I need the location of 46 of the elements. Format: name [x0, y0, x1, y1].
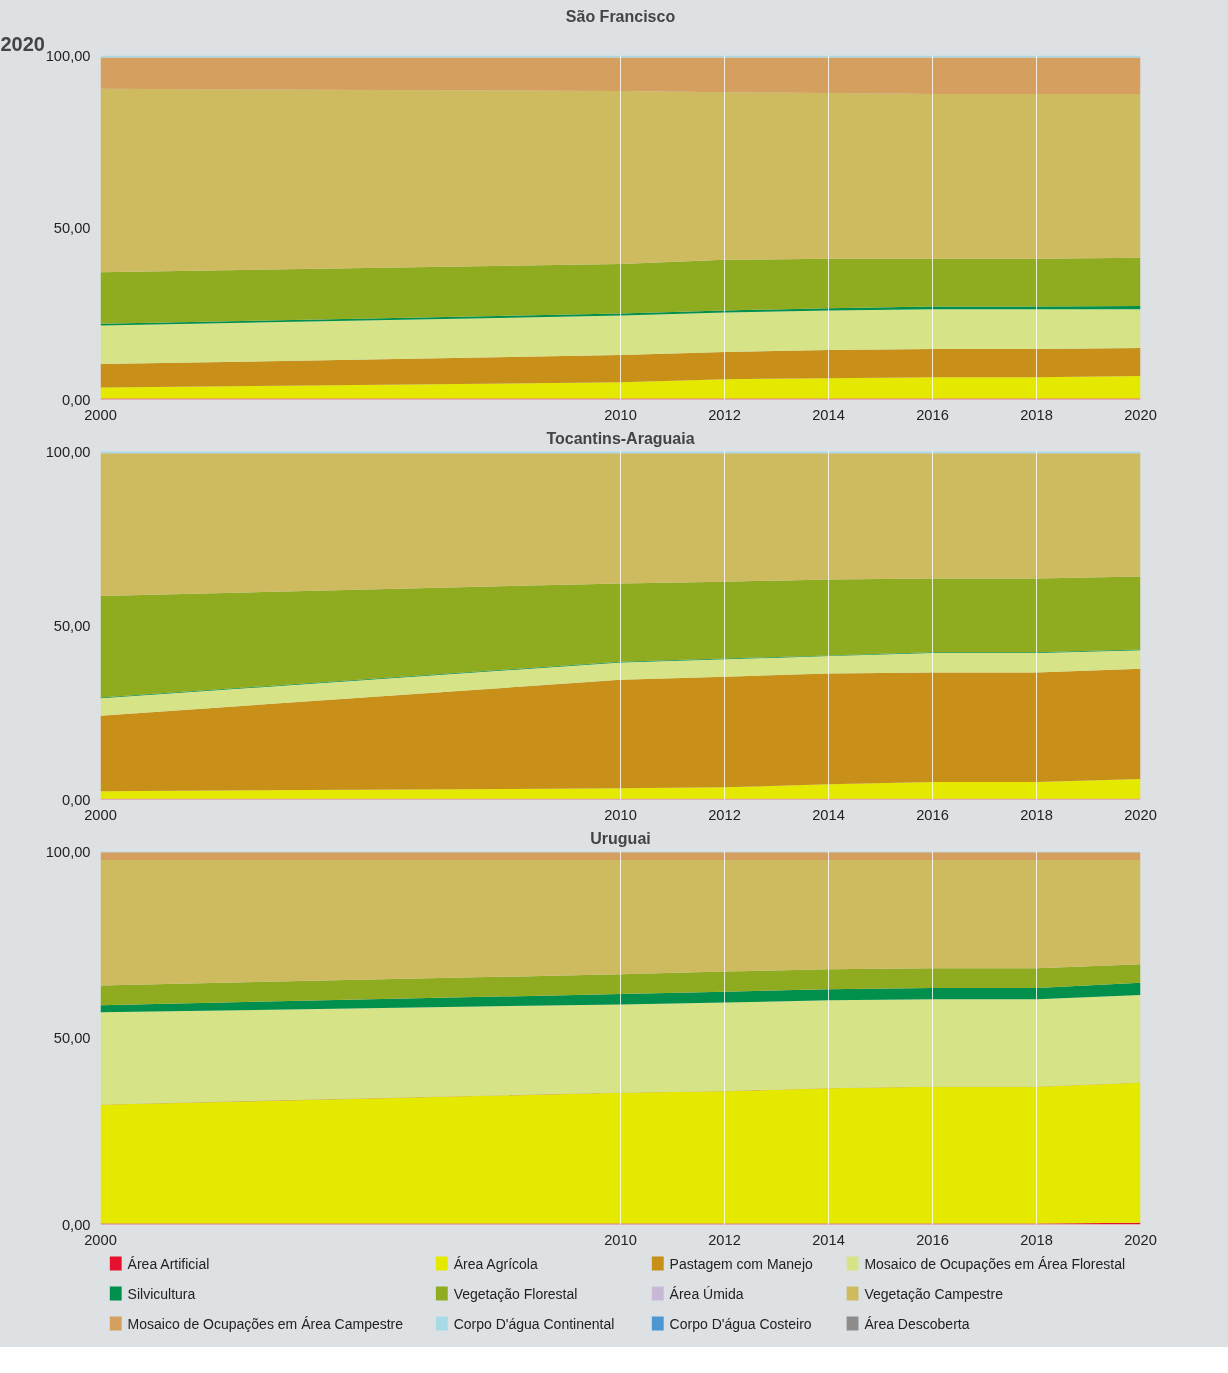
x-tick-label: 2014 — [812, 1231, 845, 1248]
legend-label: Área Artificial — [127, 1255, 210, 1272]
legend-label: Silvicultura — [127, 1285, 196, 1302]
x-tick-label: 2012 — [708, 806, 741, 823]
x-tick-label: 2014 — [812, 406, 845, 423]
legend-label: Vegetação Campestre — [864, 1285, 1004, 1302]
legend-label: Mosaico de Ocupações em Área Campestre — [127, 1315, 404, 1332]
chart-title: São Francisco — [565, 7, 676, 25]
x-tick-label: 2018 — [1020, 1231, 1053, 1248]
legend-label: Corpo D'água Continental — [453, 1315, 615, 1332]
legend-label: Vegetação Florestal — [453, 1285, 578, 1302]
y-tick-label: 0,00 — [61, 1216, 91, 1233]
x-tick-label: 2000 — [84, 1231, 117, 1248]
legend-label: Mosaico de Ocupações em Área Florestal — [864, 1255, 1126, 1272]
x-tick-label: 2016 — [916, 1231, 949, 1248]
y-tick-label: 0,00 — [61, 391, 91, 408]
legend-label: Pastagem com Manejo — [669, 1255, 814, 1272]
legend-label: Área Úmida — [669, 1285, 744, 1302]
legend-label: Área Descoberta — [864, 1315, 970, 1332]
x-tick-label: 2000 — [84, 806, 117, 823]
y-tick-label: 100,00 — [45, 443, 91, 460]
y-tick-label: 0,00 — [61, 791, 91, 808]
x-tick-label: 2012 — [708, 1231, 741, 1248]
x-tick-label: 2018 — [1020, 406, 1053, 423]
y-tick-label: 100,00 — [45, 47, 91, 64]
y-tick-label: 50,00 — [53, 219, 91, 236]
legend-label: Área Agrícola — [453, 1255, 538, 1272]
y-tick-label: 50,00 — [53, 1030, 91, 1046]
x-tick-label: 2020 — [1124, 806, 1157, 823]
text: 2020 — [0, 32, 45, 55]
x-tick-label: 2010 — [604, 806, 637, 823]
x-tick-label: 2010 — [604, 1231, 637, 1248]
chart-title: Uruguai — [590, 829, 651, 847]
x-tick-label: 2016 — [916, 806, 949, 823]
legend-label: Corpo D'água Costeiro — [669, 1315, 812, 1332]
chart-title: Tocantins-Araguaia — [546, 429, 695, 447]
x-tick-label: 2000 — [84, 406, 117, 423]
x-tick-label: 2010 — [604, 406, 637, 423]
x-tick-label: 2020 — [1124, 406, 1157, 423]
x-tick-label: 2016 — [916, 406, 949, 423]
x-tick-label: 2018 — [1020, 806, 1053, 823]
x-tick-label: 2014 — [812, 806, 845, 823]
x-tick-label: 2012 — [708, 406, 741, 423]
y-tick-label: 100,00 — [45, 843, 91, 860]
x-tick-label: 2020 — [1124, 1231, 1157, 1248]
y-tick-label: 50,00 — [53, 617, 91, 634]
